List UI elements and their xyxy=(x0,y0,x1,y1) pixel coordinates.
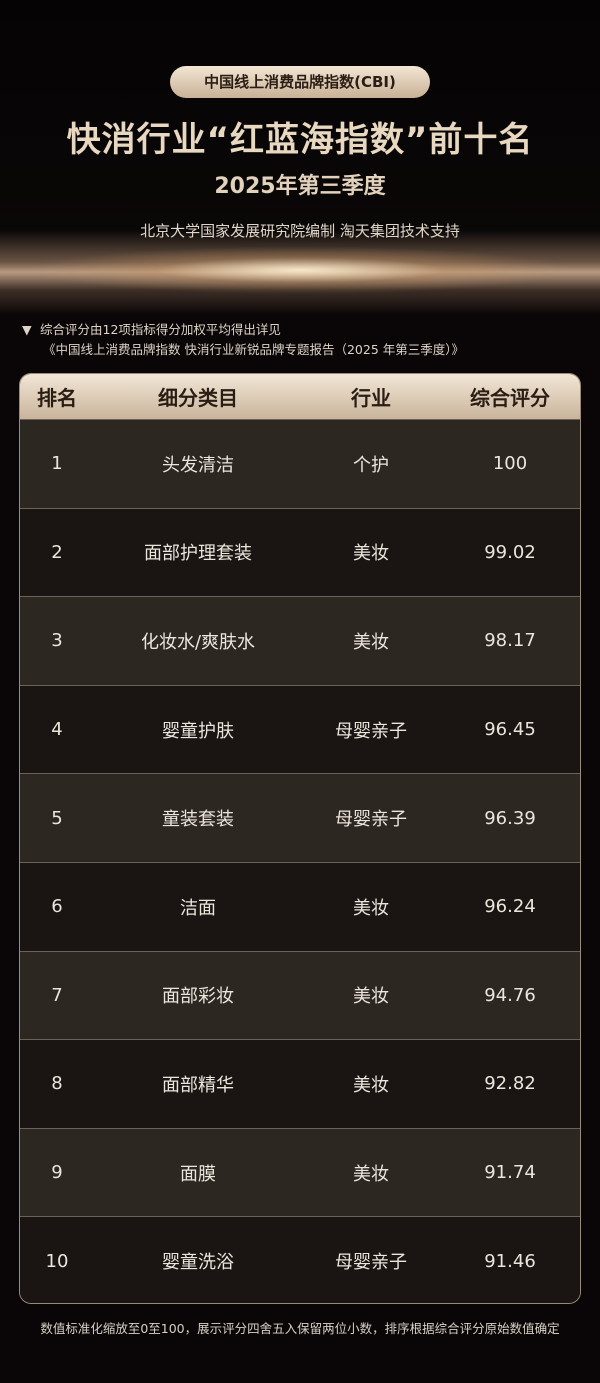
cell-category: 洁面 xyxy=(180,897,216,919)
table-row: 1 头发清洁 个护 100 xyxy=(20,419,580,508)
cell-rank: 4 xyxy=(51,719,63,741)
cell-score: 98.17 xyxy=(484,630,536,652)
cell-score: 94.76 xyxy=(484,984,536,1006)
cell-score: 91.74 xyxy=(484,1162,536,1184)
table-body: 1 头发清洁 个护 100 2 面部护理套装 美妆 99.02 3 化妆水/爽肤水 美妆 98.17 4… xyxy=(20,419,580,1303)
cell-industry: 美妆 xyxy=(353,543,389,565)
ranking-table: 排名 细分类目 行业 综合评分 1 头发清洁 个护 100 2 面部护理套装 美妆 99.02… xyxy=(19,373,581,1304)
table-row: 3 化妆水/爽肤水 美妆 98.17 xyxy=(20,596,580,685)
index-badge: 中国线上消费品牌指数(CBI) xyxy=(170,66,430,98)
cell-score: 96.39 xyxy=(484,807,536,829)
cell-category: 头发清洁 xyxy=(162,454,234,476)
table-row: 10 婴童洗浴 母婴亲子 91.46 xyxy=(20,1216,580,1303)
cell-category: 面部精华 xyxy=(162,1074,234,1096)
cell-industry: 美妆 xyxy=(353,631,389,653)
table-row: 5 童装套装 母婴亲子 96.39 xyxy=(20,773,580,862)
cell-category: 化妆水/爽肤水 xyxy=(140,631,256,653)
cell-industry: 美妆 xyxy=(353,897,389,919)
page-subtitle: 2025年第三季度 xyxy=(214,174,386,199)
table-row: 2 面部护理套装 美妆 99.02 xyxy=(20,507,580,597)
cell-rank: 9 xyxy=(51,1162,63,1184)
cell-industry: 母婴亲子 xyxy=(335,720,407,742)
cell-rank: 2 xyxy=(51,541,63,563)
cell-industry: 母婴亲子 xyxy=(335,1252,407,1274)
cell-industry: 美妆 xyxy=(353,1074,389,1096)
cell-industry: 个护 xyxy=(353,454,389,476)
cell-category: 婴童护肤 xyxy=(162,720,234,742)
table-row: 7 面部彩妆 美妆 94.76 xyxy=(20,950,580,1040)
methodology-note: ▼ 综合评分由12项指标得分加权平均得出详见 《中国线上消费品牌指数 快消行业新锐… xyxy=(22,320,464,360)
cell-industry: 美妆 xyxy=(353,1163,389,1185)
footer-note: 数值标准化缩放至0至100，展示评分四舍五入保留两位小数，排序根据综合评分原始数… xyxy=(40,1321,560,1336)
note-line-2: 《中国线上消费品牌指数 快消行业新锐品牌专题报告（2025 年第三季度）》 xyxy=(43,342,465,357)
cell-score: 96.45 xyxy=(484,719,536,741)
cell-rank: 1 xyxy=(51,453,63,475)
cell-industry: 母婴亲子 xyxy=(335,809,407,831)
cell-rank: 5 xyxy=(51,807,63,829)
cell-score: 96.24 xyxy=(484,896,536,918)
hero-banner xyxy=(0,0,600,315)
cell-category: 面部彩妆 xyxy=(162,986,234,1008)
cell-score: 99.02 xyxy=(484,541,536,563)
header-category: 细分类目 xyxy=(158,386,238,410)
cell-category: 面膜 xyxy=(180,1163,216,1185)
table-row: 8 面部精华 美妆 92.82 xyxy=(20,1039,580,1128)
cell-industry: 美妆 xyxy=(353,986,389,1008)
table-row: 9 面膜 美妆 91.74 xyxy=(20,1127,580,1217)
cell-rank: 8 xyxy=(51,1073,63,1095)
cell-score: 100 xyxy=(492,453,528,475)
table-row: 6 洁面 美妆 96.24 xyxy=(20,861,580,951)
header-score: 综合评分 xyxy=(470,386,550,410)
cell-rank: 10 xyxy=(45,1250,69,1272)
cell-category: 婴童洗浴 xyxy=(162,1252,234,1274)
cell-rank: 7 xyxy=(51,984,63,1006)
cell-rank: 6 xyxy=(51,896,63,918)
cell-category: 童装套装 xyxy=(162,809,234,831)
cell-category: 面部护理套装 xyxy=(144,543,252,565)
table-header: 排名 细分类目 行业 综合评分 xyxy=(20,374,580,419)
header-rank: 排名 xyxy=(37,386,77,410)
note-line-1: 综合评分由12项指标得分加权平均得出详见 xyxy=(40,322,281,337)
page-title: 快消行业“红蓝海指数”前十名 xyxy=(66,120,534,160)
table-row: 4 婴童护肤 母婴亲子 96.45 xyxy=(20,684,580,774)
header-industry: 行业 xyxy=(351,386,391,410)
cell-score: 92.82 xyxy=(484,1073,536,1095)
organization-credit: 北京大学国家发展研究院编制 淘天集团技术支持 xyxy=(140,222,460,240)
cell-rank: 3 xyxy=(51,630,63,652)
triangle-down-icon: ▼ xyxy=(22,322,32,337)
cell-score: 91.46 xyxy=(484,1250,536,1272)
